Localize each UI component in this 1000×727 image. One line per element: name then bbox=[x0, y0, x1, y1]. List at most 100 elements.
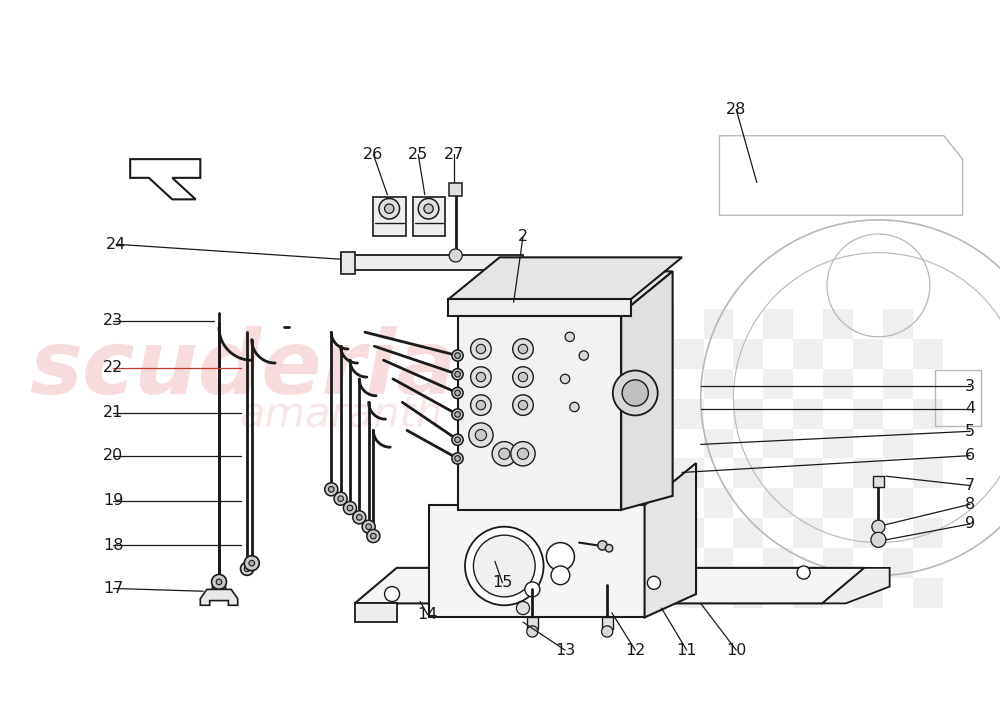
Bar bbox=[913, 339, 943, 369]
Circle shape bbox=[598, 541, 607, 550]
Circle shape bbox=[216, 585, 222, 590]
Text: amaranth: amaranth bbox=[239, 393, 442, 435]
Bar bbox=[448, 300, 631, 316]
Bar bbox=[413, 196, 445, 236]
Polygon shape bbox=[355, 603, 397, 622]
Bar bbox=[602, 617, 613, 629]
Circle shape bbox=[476, 345, 486, 353]
Bar bbox=[793, 459, 823, 489]
Circle shape bbox=[473, 535, 535, 597]
Circle shape bbox=[525, 582, 540, 597]
Bar bbox=[763, 548, 793, 578]
Bar bbox=[883, 428, 913, 459]
Circle shape bbox=[455, 456, 460, 461]
Polygon shape bbox=[448, 257, 682, 300]
Circle shape bbox=[513, 367, 533, 387]
Circle shape bbox=[513, 339, 533, 359]
Bar bbox=[644, 489, 674, 518]
Bar bbox=[584, 428, 614, 459]
Circle shape bbox=[249, 561, 255, 566]
Bar bbox=[913, 518, 943, 548]
Text: 8: 8 bbox=[965, 497, 975, 512]
Circle shape bbox=[328, 486, 334, 492]
Bar bbox=[674, 518, 704, 548]
Polygon shape bbox=[458, 271, 673, 313]
Circle shape bbox=[527, 626, 538, 637]
Circle shape bbox=[565, 332, 574, 342]
Circle shape bbox=[797, 566, 810, 579]
Bar bbox=[763, 489, 793, 518]
Circle shape bbox=[325, 483, 338, 496]
Bar bbox=[883, 489, 913, 518]
Bar bbox=[823, 309, 853, 339]
Bar bbox=[913, 459, 943, 489]
Circle shape bbox=[517, 448, 529, 459]
Bar bbox=[763, 428, 793, 459]
Circle shape bbox=[469, 423, 493, 447]
Bar bbox=[793, 339, 823, 369]
Circle shape bbox=[511, 441, 535, 466]
Circle shape bbox=[367, 529, 380, 542]
Circle shape bbox=[872, 520, 885, 534]
Text: 12: 12 bbox=[625, 643, 645, 658]
Bar bbox=[873, 476, 884, 487]
Circle shape bbox=[357, 515, 362, 520]
Circle shape bbox=[385, 204, 394, 214]
Circle shape bbox=[455, 437, 460, 443]
Text: 11: 11 bbox=[676, 643, 697, 658]
Circle shape bbox=[379, 198, 400, 219]
Circle shape bbox=[475, 430, 487, 441]
Text: 9: 9 bbox=[965, 516, 975, 531]
Circle shape bbox=[338, 496, 343, 502]
Polygon shape bbox=[341, 252, 355, 274]
Text: 20: 20 bbox=[103, 448, 123, 463]
Text: 25: 25 bbox=[408, 147, 428, 162]
Circle shape bbox=[455, 390, 460, 395]
Circle shape bbox=[570, 402, 579, 411]
Bar bbox=[674, 459, 704, 489]
Text: 24: 24 bbox=[106, 237, 126, 252]
Text: 27: 27 bbox=[444, 147, 464, 162]
Text: 15: 15 bbox=[492, 575, 513, 590]
Circle shape bbox=[476, 372, 486, 382]
Bar bbox=[733, 459, 763, 489]
Circle shape bbox=[241, 562, 254, 575]
Text: 17: 17 bbox=[103, 581, 124, 596]
Text: 23: 23 bbox=[103, 313, 123, 329]
Text: 18: 18 bbox=[103, 538, 124, 553]
Bar bbox=[793, 518, 823, 548]
Text: 19: 19 bbox=[103, 493, 124, 508]
Polygon shape bbox=[200, 590, 238, 606]
Bar bbox=[853, 459, 883, 489]
Circle shape bbox=[605, 545, 613, 552]
Circle shape bbox=[492, 441, 516, 466]
Circle shape bbox=[449, 249, 462, 262]
Polygon shape bbox=[458, 313, 621, 510]
Bar bbox=[674, 339, 704, 369]
Bar bbox=[704, 309, 733, 339]
Bar bbox=[584, 489, 614, 518]
Polygon shape bbox=[130, 159, 200, 199]
Circle shape bbox=[551, 566, 570, 585]
Text: 14: 14 bbox=[417, 607, 438, 622]
Bar bbox=[913, 398, 943, 428]
Text: 3: 3 bbox=[965, 379, 975, 394]
Circle shape bbox=[212, 581, 226, 594]
Bar bbox=[614, 339, 644, 369]
Bar bbox=[614, 398, 644, 428]
Bar bbox=[449, 182, 462, 196]
Polygon shape bbox=[341, 255, 523, 270]
Circle shape bbox=[499, 448, 510, 459]
Circle shape bbox=[518, 345, 528, 353]
Circle shape bbox=[452, 453, 463, 464]
Circle shape bbox=[244, 555, 259, 571]
Bar bbox=[853, 518, 883, 548]
Circle shape bbox=[518, 401, 528, 410]
Text: 7: 7 bbox=[965, 478, 975, 493]
Bar bbox=[584, 309, 614, 339]
Circle shape bbox=[465, 526, 544, 606]
Text: 6: 6 bbox=[965, 448, 975, 463]
Bar bbox=[733, 339, 763, 369]
Circle shape bbox=[647, 577, 660, 590]
Circle shape bbox=[560, 374, 570, 384]
